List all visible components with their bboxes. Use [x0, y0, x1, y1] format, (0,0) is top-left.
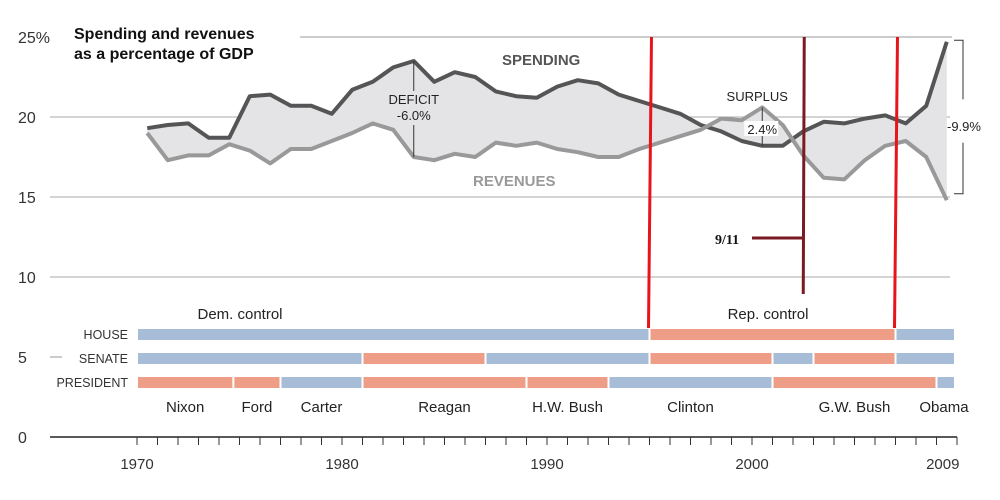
y-tick-label: 20	[18, 110, 36, 127]
control-bar-president	[773, 377, 936, 388]
y-tick-label: 5	[18, 350, 27, 367]
gap-area	[147, 41, 947, 201]
chart-title-line1: Spending and revenues	[74, 26, 255, 43]
president-name: Carter	[301, 399, 343, 416]
rep-control-label: Rep. control	[728, 306, 809, 323]
control-bar-senate	[814, 353, 895, 364]
x-tick-label: 2000	[735, 456, 768, 473]
control-bar-president	[609, 377, 772, 388]
control-bar-president	[363, 377, 526, 388]
president-name: Obama	[919, 399, 969, 416]
nine-eleven-label: 9/11	[715, 233, 739, 248]
deficit-value: -6.0%	[397, 108, 431, 123]
y-tick-label: 15	[18, 190, 36, 207]
control-bar-senate	[650, 353, 772, 364]
y-tick-label: 0	[18, 430, 27, 447]
surplus-value-bg	[744, 121, 779, 136]
x-tick-label: 1990	[530, 456, 563, 473]
deficit-label: DEFICIT	[388, 92, 439, 107]
control-bar-house	[896, 329, 954, 340]
control-bar-senate	[773, 353, 813, 364]
y-tick-label: 25%	[18, 30, 50, 47]
control-bar-senate	[896, 353, 954, 364]
president-name: Reagan	[418, 399, 471, 416]
president-name: H.W. Bush	[532, 399, 603, 416]
y-tick-label: 10	[18, 270, 36, 287]
row-label-house: HOUSE	[84, 328, 128, 342]
series-line-revenues	[145, 105, 949, 202]
x-tick-label: 1980	[325, 456, 358, 473]
series-label-spending: SPENDING	[502, 52, 580, 69]
control-bar-house	[650, 329, 895, 340]
control-bar-senate	[138, 353, 362, 364]
series-line-spending	[146, 41, 949, 148]
president-name: Nixon	[166, 399, 204, 416]
row-label-senate: SENATE	[79, 352, 128, 366]
series-label-revenues: REVENUES	[473, 173, 556, 190]
president-name: G.W. Bush	[819, 399, 891, 416]
x-tick-label: 1970	[120, 456, 153, 473]
marker-line-2007	[893, 36, 899, 329]
surplus-value: 2.4%	[747, 122, 777, 137]
president-name: Clinton	[667, 399, 714, 416]
control-bar-senate	[363, 353, 485, 364]
control-bar-senate	[486, 353, 649, 364]
chart-title-line2: as a percentage of GDP	[74, 46, 254, 63]
deficit-label-bg	[387, 91, 440, 125]
gap-value: -9.9%	[947, 119, 981, 134]
gap-bracket	[954, 39, 964, 195]
surplus-label: SURPLUS	[727, 89, 789, 104]
control-bar-president	[281, 377, 362, 388]
nine-eleven-line	[801, 36, 806, 295]
control-bar-president	[937, 377, 954, 388]
control-bar-president	[527, 377, 608, 388]
x-tick-label: 2009	[926, 456, 959, 473]
dem-control-label: Dem. control	[197, 306, 282, 323]
control-bar-president	[234, 377, 280, 388]
marker-line-1995	[647, 36, 653, 329]
president-name: Ford	[242, 399, 273, 416]
control-bar-president	[138, 377, 233, 388]
control-bar-house	[138, 329, 649, 340]
row-label-president: PRESIDENT	[56, 376, 128, 390]
